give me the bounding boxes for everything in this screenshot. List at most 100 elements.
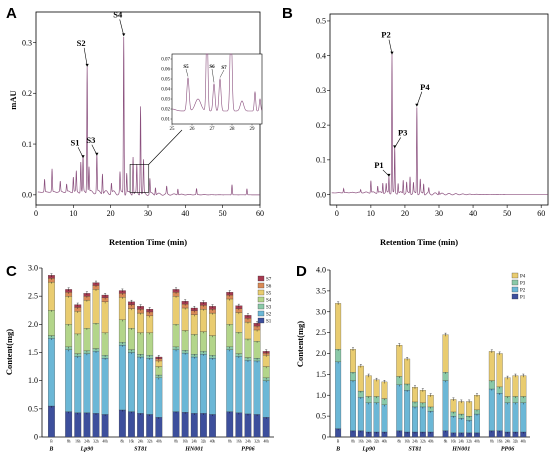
bar-segment-p2 [412,406,418,433]
bar-segment-s2 [48,338,55,407]
bar-segment-s2 [101,358,109,415]
category-label: 8h [490,440,494,444]
category-label: 24h [84,440,90,444]
peak-arrow [119,19,125,36]
x-tick-label: 0 [335,209,339,218]
bar-segment-s2 [226,349,234,412]
legend-swatch-s7 [257,275,265,282]
y-tick-label: 4.0 [316,266,326,275]
bar-segment-p2 [404,390,411,433]
bar-segment-s4 [172,324,180,347]
bar-segment-s2 [74,356,82,413]
peak-label-s3: S3 [86,135,95,145]
category-label: 32h [254,440,260,444]
bar-segment-s2 [253,360,261,415]
bar-segment-s4 [101,332,109,356]
bar-segment-s4 [137,332,144,355]
bar-segment-s4 [48,310,55,336]
category-label: 8h [67,440,71,444]
panel-label-c: C [6,263,17,280]
chromatogram-trace [37,36,260,196]
legend-label-p1: P1 [520,296,526,301]
panel-a-ylabel: mAU [8,90,18,109]
category-label: 16h [451,440,457,444]
y-tick-label: 0 [34,433,38,442]
inset-y-tick-label: 0.05 [161,78,170,83]
bar-segment-p2 [512,402,519,433]
bar-segment-s4 [235,332,243,354]
legend-swatch-p3 [511,279,519,286]
legend-label-s2: S2 [266,313,272,318]
group-label: B [335,447,340,453]
bar-segment-p4 [357,365,364,392]
y-tick-label: 1.5 [316,370,326,379]
bar-segment-s5 [253,329,261,342]
bar-segment-s5 [128,308,135,329]
peak-arrowhead [122,33,126,37]
bar-segment-p4 [396,345,403,377]
bar-segment-s5 [65,296,73,325]
group-label: HN001 [451,447,470,453]
legend-label-p3: P3 [520,282,526,287]
bar-segment-p4 [474,395,480,410]
y-tick-label: 3.0 [28,264,38,273]
y-tick-label: 0.1 [22,140,32,149]
panel-label-d: D [296,263,307,280]
bar-segment-s2 [83,353,91,413]
category-label: 8h [174,440,178,444]
group-label: ST81 [134,447,147,453]
bar-segment-s5 [83,299,91,329]
bar-segment-p4 [442,334,449,373]
bar-segment-p4 [488,351,495,381]
inset-x-tick-label: 25 [170,127,176,132]
inset-peak-label-s6: S6 [209,65,215,70]
group-label: B [48,447,53,453]
y-tick-label: 0.0 [316,190,326,199]
bar-segment-s1 [181,412,189,438]
inset-peak-arrow [211,68,215,83]
bar-segment-s1 [101,414,109,438]
bar-segment-s4 [83,328,91,351]
x-tick-label: 10 [367,209,375,218]
category-label: 8h [228,440,232,444]
category-label: 8h [351,440,355,444]
panel-b-xlabel: Retention Time (min) [380,237,458,247]
legend-label-s1: S1 [266,320,272,325]
panel-c-stacked-bars: 00.51.01.52.02.53.0B 8h 16h 24h 32h 40h 8h 16h 2… [28,264,274,453]
bar-segment-s5 [172,296,180,325]
group-label: ST81 [408,447,421,453]
x-tick-label: 40 [181,209,189,218]
y-tick-label: 2.5 [28,292,38,301]
peak-label-p4: P4 [420,82,430,92]
panel-label-b: B [282,5,293,22]
inset-x-tick-label: 27 [210,127,216,132]
y-tick-label: 0.0 [22,191,32,200]
plot-frame [329,13,549,206]
x-tick-label: 50 [503,209,511,218]
bar-segment-s4 [146,332,154,356]
bar-segment-s2 [92,351,100,414]
inset-y-tick-label: 0.04 [161,88,170,93]
category-label: B [50,440,53,444]
bar-segment-p2 [504,402,511,433]
legend-label-p4: P4 [520,275,526,280]
group-label: Lp90 [80,447,94,453]
bar-segment-s1 [262,417,270,438]
inset-peak-label-s7: S7 [221,66,227,71]
legend-swatch-p2 [511,286,519,293]
bar-segment-p4 [427,395,434,408]
group-label: PP06 [241,447,254,453]
bar-segment-s1 [190,413,198,438]
bar-segment-s1 [199,413,207,438]
bar-segment-s4 [181,330,189,351]
bar-segment-s1 [172,411,180,438]
bar-segment-p2 [520,402,527,433]
panel-a-chromatogram: 0 10 20 30 40 50 60 0.0 0.1 0.2 0.3 S1 S2 S3 S4 25 26 27 2… [22,9,264,218]
category-label: 40h [521,440,527,444]
bar-segment-s5 [262,355,270,367]
bar-segment-p2 [442,380,449,431]
category-label: 16h [236,440,242,444]
group-label: Lp90 [361,447,375,453]
peak-label-s1: S1 [71,137,80,147]
panel-b-chromatogram: 0 10 20 30 40 50 60 0.0 0.1 0.2 0.3 0.4 0.5 P1 P2 P3 P4 [316,13,549,218]
